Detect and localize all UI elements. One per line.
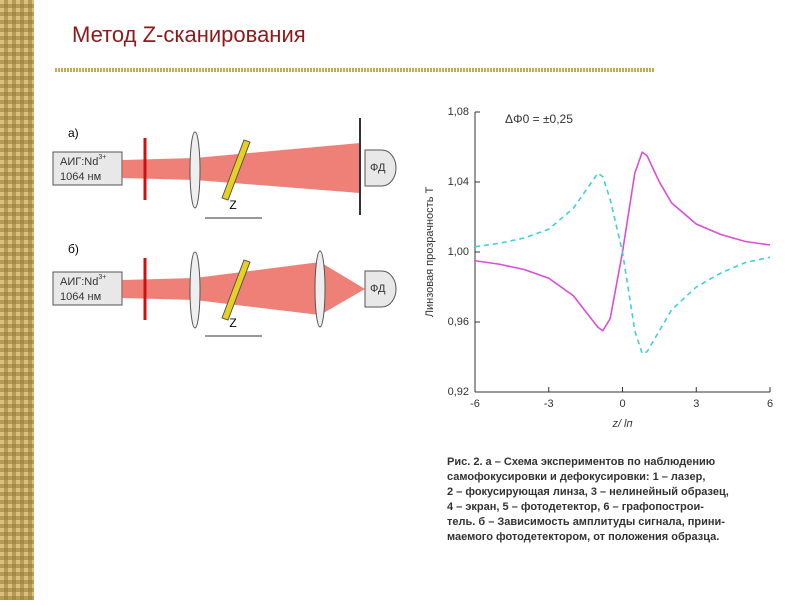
lens bbox=[189, 251, 201, 329]
laser-wavelength: 1064 нм bbox=[60, 291, 101, 303]
y-tick-label: 1,04 bbox=[448, 176, 469, 188]
y-tick-label: 1,08 bbox=[448, 106, 469, 118]
x-tick-label: 6 bbox=[767, 398, 773, 410]
sample bbox=[221, 139, 251, 201]
series-line bbox=[474, 172, 771, 355]
y-axis-label: Линзовая прозрачность T bbox=[424, 187, 436, 318]
detector-label: ФД bbox=[370, 162, 386, 174]
x-tick-label: -6 bbox=[470, 398, 480, 410]
x-axis-label: z/ lп bbox=[611, 418, 632, 430]
sample bbox=[221, 259, 251, 321]
y-tick-label: 0,92 bbox=[448, 386, 469, 398]
caption-line: Рис. 2. а – Схема экспериментов по наблю… bbox=[447, 456, 715, 468]
x-tick-label: 0 bbox=[619, 398, 625, 410]
annotation: ΔΦ0 = ±0,25 bbox=[505, 112, 573, 126]
y-tick-label: 1,00 bbox=[448, 246, 469, 258]
beam bbox=[122, 143, 360, 193]
laser-label: АИГ:Nd3+ bbox=[60, 154, 106, 168]
beam bbox=[122, 262, 365, 315]
detector bbox=[364, 149, 397, 187]
detector bbox=[364, 270, 397, 308]
laser-label: АИГ:Nd3+ bbox=[60, 274, 106, 288]
diagram: а) АИГ:Nd3+ 1064 нм ФД Z б) АИГ:Nd3+ 106… bbox=[52, 118, 397, 337]
caption-line: 2 – фокусирующая линза, 3 – нелинейный о… bbox=[447, 486, 729, 498]
shift-label: Z bbox=[229, 316, 236, 330]
y-tick-label: 0,96 bbox=[448, 316, 469, 328]
detector-label: ФД bbox=[370, 283, 386, 295]
caption-line: 4 – экран, 5 – фотодетектор, 6 – графопо… bbox=[447, 501, 704, 513]
laser bbox=[52, 151, 123, 186]
caption-line: тель. б – Зависимость амплитуды сигнала,… bbox=[447, 516, 725, 528]
x-tick-label: -3 bbox=[544, 398, 554, 410]
panel-label: а) bbox=[68, 126, 79, 140]
shift-label: Z bbox=[229, 198, 236, 212]
x-tick-label: 3 bbox=[693, 398, 699, 410]
caption-line: самофокусировки и дефокусировки: 1 – лаз… bbox=[447, 471, 705, 483]
laser bbox=[52, 271, 123, 306]
slide-title: Метод Z-сканирования bbox=[72, 22, 306, 47]
caption: Рис. 2. а – Схема экспериментов по наблю… bbox=[447, 456, 729, 543]
laser-wavelength: 1064 нм bbox=[60, 171, 101, 183]
lens bbox=[189, 131, 201, 209]
caption-line: маемого фотодетектором, от положения обр… bbox=[447, 531, 719, 543]
texture-strip bbox=[0, 0, 34, 600]
panel-label: б) bbox=[68, 242, 79, 256]
lens bbox=[314, 250, 326, 328]
